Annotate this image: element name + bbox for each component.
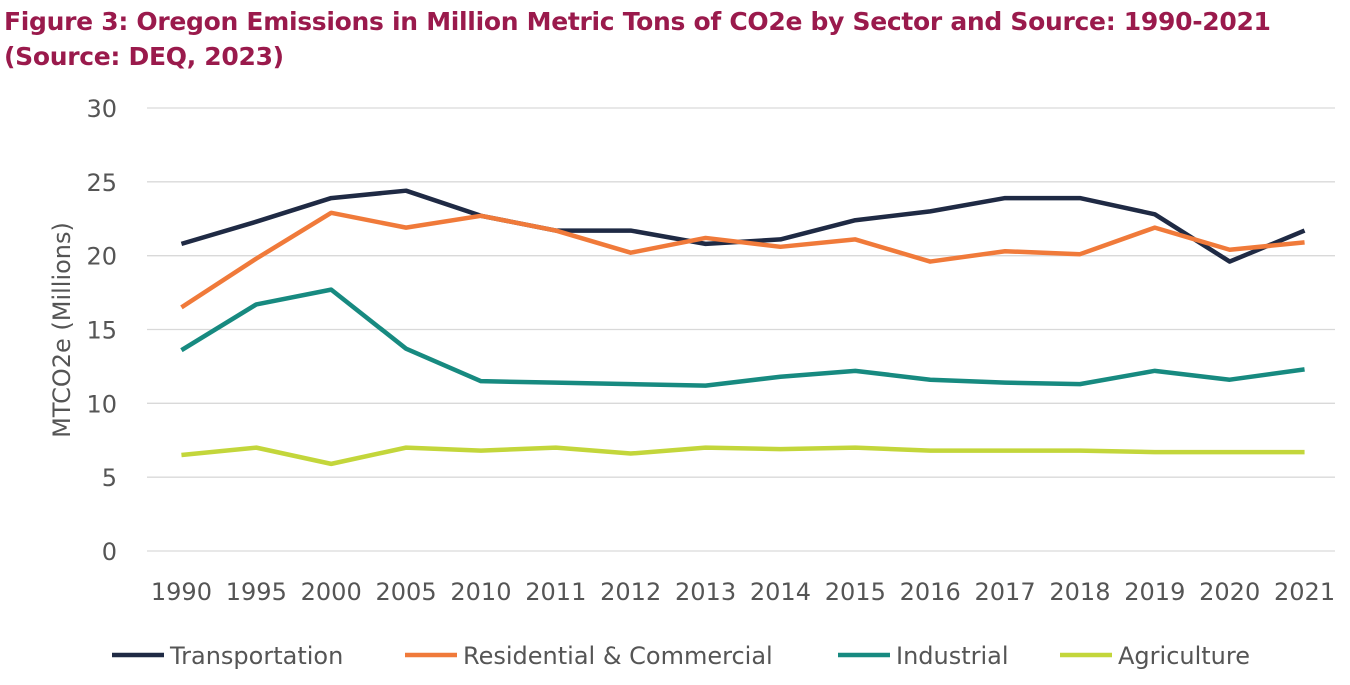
x-tick-label: 2019 xyxy=(1124,578,1185,606)
series-line-agriculture xyxy=(181,445,1305,467)
x-tick-label: 2017 xyxy=(975,578,1036,606)
x-tick-label: 2011 xyxy=(525,578,586,606)
y-tick-labels: 0 5 10 15 20 25 30 xyxy=(86,95,117,566)
x-tick-labels: 1990 1995 2000 2005 2010 2011 2012 2013 2014 2015… xyxy=(151,578,1335,606)
x-tick-label: 2016 xyxy=(900,578,961,606)
x-tick-label: 2018 xyxy=(1049,578,1110,606)
legend: Transportation Residential & Commercial In… xyxy=(112,642,1250,670)
x-tick-label: 2005 xyxy=(376,578,437,606)
legend-label: Residential & Commercial xyxy=(463,642,773,670)
y-tick-label: 0 xyxy=(102,538,117,566)
y-tick-label: 25 xyxy=(86,169,117,197)
y-tick-label: 15 xyxy=(86,317,117,345)
series-line-industrial xyxy=(180,287,1305,388)
chart-title: Figure 3: Oregon Emissions in Million Me… xyxy=(4,7,1271,71)
x-tick-label: 2010 xyxy=(450,578,511,606)
series-line-residential-commercial xyxy=(180,210,1305,310)
y-tick-label: 20 xyxy=(86,243,117,271)
x-tick-label: 2015 xyxy=(825,578,886,606)
legend-label: Industrial xyxy=(896,642,1009,670)
x-tick-label: 2013 xyxy=(675,578,736,606)
x-tick-label: 1995 xyxy=(226,578,287,606)
y-tick-label: 5 xyxy=(102,464,117,492)
y-tick-label: 30 xyxy=(86,95,117,123)
legend-label: Agriculture xyxy=(1118,642,1250,670)
series-line-transportation xyxy=(180,188,1306,264)
x-tick-label: 2020 xyxy=(1199,578,1260,606)
x-tick-label: 2012 xyxy=(600,578,661,606)
x-tick-label: 2000 xyxy=(301,578,362,606)
legend-label: Transportation xyxy=(169,642,343,670)
gridlines xyxy=(147,107,1335,552)
x-tick-label: 1990 xyxy=(151,578,212,606)
series-lines xyxy=(180,188,1306,467)
x-tick-label: 2014 xyxy=(750,578,811,606)
x-tick-label: 2021 xyxy=(1274,578,1335,606)
y-tick-label: 10 xyxy=(86,390,117,418)
y-axis-label: MTCO2e (Millions) xyxy=(48,222,76,438)
